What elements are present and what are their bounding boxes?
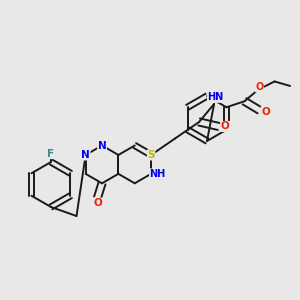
Text: NH: NH xyxy=(150,169,166,179)
Text: S: S xyxy=(147,150,155,160)
Text: N: N xyxy=(98,140,106,151)
Text: HN: HN xyxy=(208,92,224,102)
Text: O: O xyxy=(255,82,264,92)
Text: F: F xyxy=(47,148,55,159)
Text: O: O xyxy=(221,122,230,131)
Text: O: O xyxy=(261,107,270,117)
Text: O: O xyxy=(93,198,102,208)
Text: N: N xyxy=(81,150,90,160)
